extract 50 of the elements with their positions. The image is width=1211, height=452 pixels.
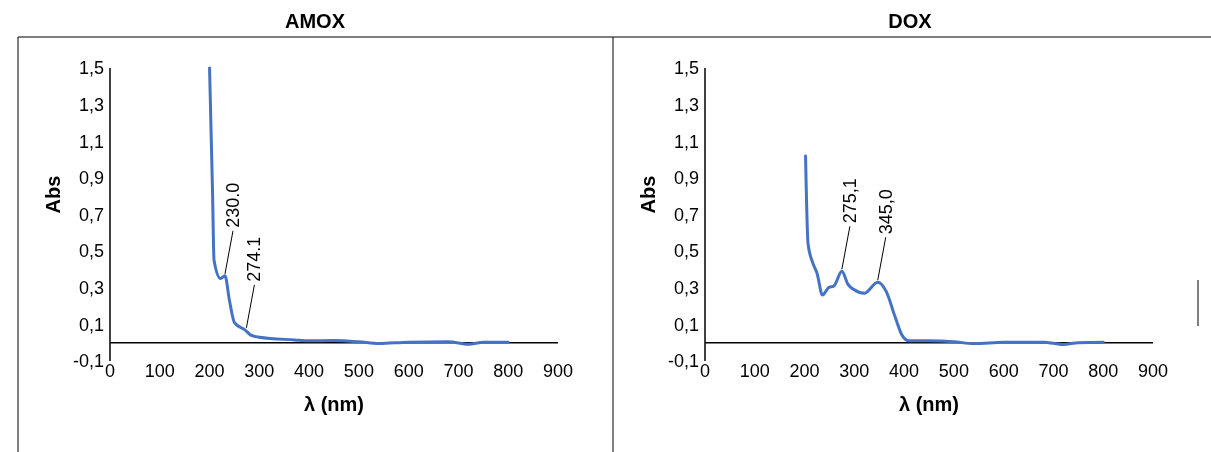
y-tick-label: 1,1	[673, 131, 699, 152]
x-tick-label: 100	[739, 361, 770, 381]
y-axis-title: Abs	[42, 175, 64, 214]
x-axis-title: λ (nm)	[899, 393, 959, 415]
x-tick-label: 300	[839, 361, 870, 381]
line-series	[208, 66, 510, 346]
y-tick-label: 0,1	[673, 314, 699, 335]
x-tick-label: 600	[988, 361, 1019, 381]
x-tick-label: 800	[493, 361, 524, 381]
chart-title: DOX	[888, 10, 933, 32]
y-tick-label: 0,7	[673, 204, 699, 225]
y-tick-label: 0,9	[78, 168, 104, 189]
y-tick-label: 1,3	[673, 94, 699, 115]
x-tick-label: 700	[443, 361, 474, 381]
x-tick-label: 400	[294, 361, 325, 381]
x-tick-label: 200	[194, 361, 225, 381]
x-tick-label: 800	[1088, 361, 1119, 381]
x-tick-label: 300	[244, 361, 275, 381]
x-tick-label: 0	[104, 361, 116, 381]
x-tick-label: 200	[789, 361, 820, 381]
annotation: 230.0	[222, 182, 243, 228]
y-tick-label: 1,1	[78, 131, 104, 152]
annotation: 275,1	[839, 178, 860, 224]
x-tick-label: 900	[542, 361, 574, 381]
x-tick-label: 0	[699, 361, 711, 381]
x-tick-label: 700	[1038, 361, 1069, 381]
y-tick-label: -0,1	[667, 351, 699, 372]
y-tick-label: 0,5	[78, 241, 104, 262]
x-tick-label: 400	[889, 361, 920, 381]
x-tick-label: 100	[144, 361, 175, 381]
y-tick-label: -0,1	[72, 351, 104, 372]
y-tick-label: 0,3	[78, 278, 104, 299]
x-tick-label: 600	[393, 361, 424, 381]
y-tick-label: 0,1	[78, 314, 104, 335]
y-tick-label: 0,7	[78, 204, 104, 225]
y-tick-label: 1,5	[673, 58, 699, 79]
annotation: 274.1	[244, 236, 265, 282]
y-tick-label: 1,5	[78, 58, 104, 79]
y-tick-label: 1,3	[78, 94, 104, 115]
annotation: 345,0	[875, 189, 896, 235]
line-series	[804, 154, 1105, 347]
x-axis-title: λ (nm)	[304, 393, 364, 415]
x-tick-label: 500	[343, 361, 374, 381]
y-tick-label: 0,9	[673, 168, 699, 189]
chart-title: AMOX	[285, 10, 346, 32]
y-tick-label: 0,3	[673, 278, 699, 299]
x-tick-label: 900	[1137, 361, 1169, 381]
x-tick-label: 500	[938, 361, 969, 381]
y-axis-title: Abs	[637, 175, 659, 214]
y-tick-label: 0,5	[673, 241, 699, 262]
